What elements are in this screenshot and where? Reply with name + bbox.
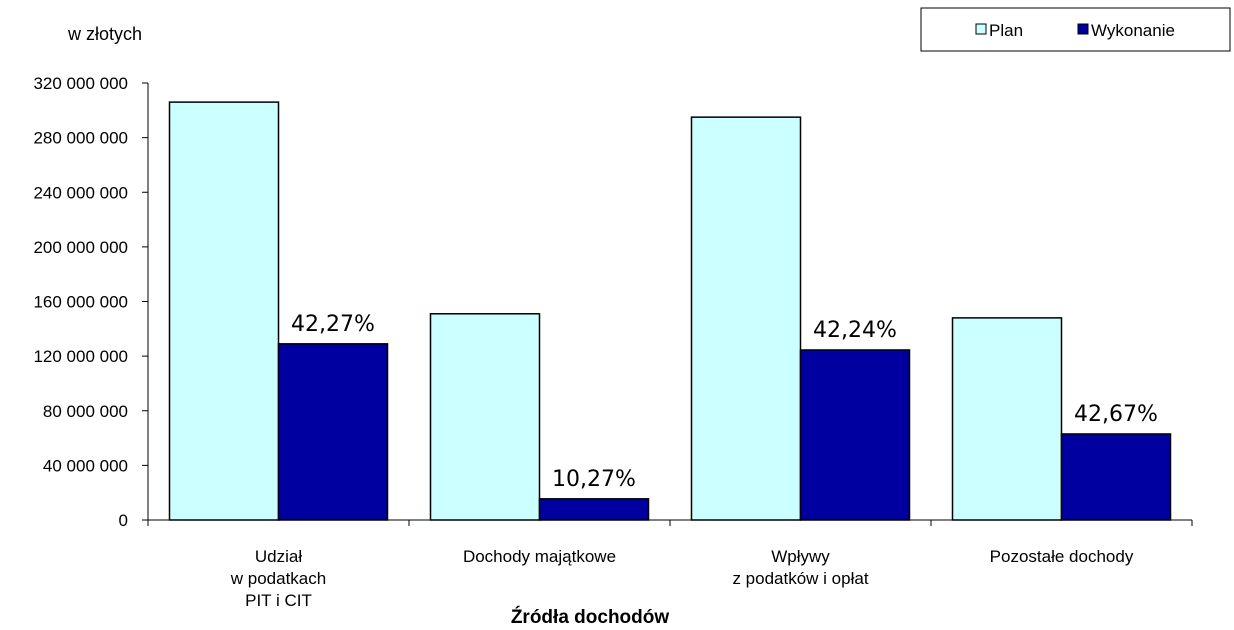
data-labels-group: 42,27% 10,27% 42,24% 42,67% [291,312,1158,492]
y-tick-label: 120 000 000 [33,347,128,366]
data-label: 42,24% [813,318,897,343]
y-tick-label: 0 [119,511,128,530]
data-label: 10,27% [552,467,636,492]
y-tick-label: 40 000 000 [43,456,128,475]
y-tick-label: 320 000 000 [33,74,128,93]
category-label: w podatkach [230,569,326,588]
bar-wykonanie [538,498,650,521]
category-label: Dochody majątkowe [463,547,616,566]
category-label: Wpływy [771,547,830,566]
y-tick-label: 160 000 000 [33,293,128,312]
legend-label: Wykonanie [1091,21,1175,40]
x-ticks-group: Udział w podatkach PIT i CIT Dochody majątk… [147,520,1193,610]
y-tick-label: 80 000 000 [43,402,128,421]
legend: Plan Wykonanie [920,7,1231,52]
legend-swatch [1077,23,1089,35]
x-axis-title: Źródła dochodów [511,606,670,628]
data-label: 42,67% [1074,402,1158,427]
data-label: 42,27% [291,312,375,337]
legend-swatch [975,23,987,35]
category-label: z podatków i opłat [732,569,868,588]
bar-wykonanie [277,343,389,521]
category-label: Udział [255,547,302,566]
y-tick-label: 240 000 000 [33,183,128,202]
category-label: PIT i CIT [245,591,312,610]
bar-plan [429,313,541,521]
legend-label: Plan [989,21,1023,40]
y-ticks-group: 0 40 000 000 80 000 000 120 000 000 160 000 … [33,74,148,530]
bar-plan [951,317,1063,521]
bar-plan [690,116,802,521]
y-tick-label: 200 000 000 [33,238,128,257]
bars-group [168,101,1172,521]
bar-wykonanie [799,349,911,521]
unit-label: w złotych [67,24,142,44]
y-tick-label: 280 000 000 [33,129,128,148]
bar-wykonanie [1060,433,1172,521]
bar-plan [168,101,280,521]
category-label: Pozostałe dochody [990,547,1134,566]
legend-frame [920,7,1231,52]
